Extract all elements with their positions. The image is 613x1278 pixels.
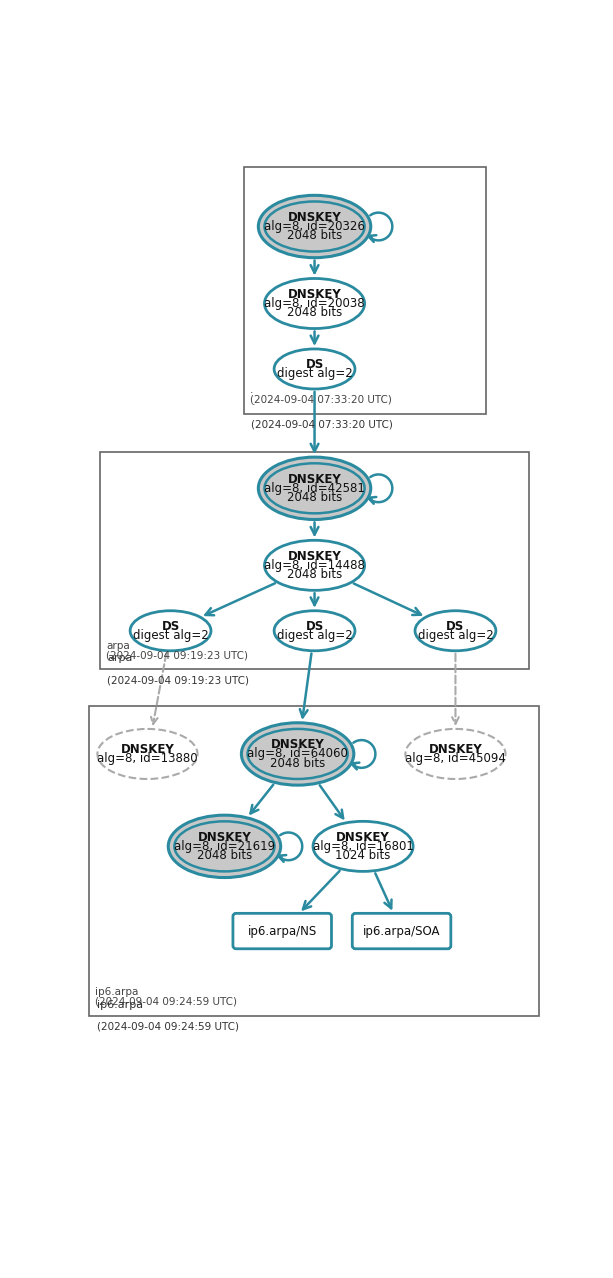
Bar — [100, 452, 528, 670]
Text: DNSKEY: DNSKEY — [121, 743, 174, 755]
Text: DNSKEY: DNSKEY — [271, 739, 324, 751]
Text: alg=8, id=20326: alg=8, id=20326 — [264, 220, 365, 233]
Text: digest alg=2: digest alg=2 — [276, 629, 352, 642]
Ellipse shape — [258, 458, 371, 519]
Text: 2048 bits: 2048 bits — [287, 229, 342, 242]
Text: arpa: arpa — [107, 653, 133, 663]
Text: digest alg=2: digest alg=2 — [276, 367, 352, 380]
Text: DNSKEY: DNSKEY — [197, 831, 251, 843]
Ellipse shape — [175, 822, 275, 872]
Text: alg=8, id=45094: alg=8, id=45094 — [405, 751, 506, 766]
Text: (2024-09-04 07:33:20 UTC): (2024-09-04 07:33:20 UTC) — [250, 395, 392, 404]
Ellipse shape — [264, 202, 365, 252]
Text: alg=8, id=13880: alg=8, id=13880 — [97, 751, 198, 766]
Text: alg=8, id=16801: alg=8, id=16801 — [313, 840, 414, 852]
Bar — [244, 167, 486, 414]
Text: ip6.arpa: ip6.arpa — [97, 999, 143, 1010]
Text: alg=8, id=20038: alg=8, id=20038 — [264, 296, 365, 311]
Text: DNSKEY: DNSKEY — [287, 473, 341, 486]
Text: ip6.arpa: ip6.arpa — [95, 988, 139, 997]
Text: DS: DS — [305, 620, 324, 633]
Text: alg=8, id=64060: alg=8, id=64060 — [247, 748, 348, 760]
Text: DNSKEY: DNSKEY — [428, 743, 482, 755]
Ellipse shape — [274, 611, 355, 651]
Ellipse shape — [242, 723, 354, 785]
Text: .: . — [251, 397, 255, 408]
Bar — [89, 707, 539, 1016]
Text: DS: DS — [305, 358, 324, 371]
Ellipse shape — [264, 464, 365, 514]
Ellipse shape — [258, 196, 371, 258]
Ellipse shape — [313, 822, 413, 872]
Text: digest alg=2: digest alg=2 — [132, 629, 208, 642]
Text: 2048 bits: 2048 bits — [197, 849, 252, 863]
Ellipse shape — [130, 611, 211, 651]
Text: DS: DS — [446, 620, 465, 633]
Ellipse shape — [97, 728, 197, 780]
Text: alg=8, id=14488: alg=8, id=14488 — [264, 558, 365, 571]
Text: (2024-09-04 09:19:23 UTC): (2024-09-04 09:19:23 UTC) — [107, 675, 249, 685]
Ellipse shape — [274, 349, 355, 389]
Text: .: . — [250, 385, 253, 395]
Ellipse shape — [248, 728, 348, 780]
Ellipse shape — [264, 541, 365, 590]
Text: alg=8, id=21619: alg=8, id=21619 — [174, 840, 275, 852]
Text: DNSKEY: DNSKEY — [287, 288, 341, 300]
Text: digest alg=2: digest alg=2 — [417, 629, 493, 642]
Text: (2024-09-04 09:19:23 UTC): (2024-09-04 09:19:23 UTC) — [106, 651, 248, 659]
Text: ip6.arpa/NS: ip6.arpa/NS — [248, 924, 317, 938]
Text: (2024-09-04 07:33:20 UTC): (2024-09-04 07:33:20 UTC) — [251, 419, 394, 429]
Ellipse shape — [264, 279, 365, 328]
Text: 1024 bits: 1024 bits — [335, 849, 390, 863]
Ellipse shape — [168, 815, 281, 878]
Text: 2048 bits: 2048 bits — [270, 757, 326, 769]
FancyBboxPatch shape — [352, 914, 451, 948]
Text: 2048 bits: 2048 bits — [287, 567, 342, 581]
Text: (2024-09-04 09:24:59 UTC): (2024-09-04 09:24:59 UTC) — [97, 1022, 238, 1031]
Text: DNSKEY: DNSKEY — [336, 831, 390, 843]
Text: 2048 bits: 2048 bits — [287, 491, 342, 504]
Text: ip6.arpa/SOA: ip6.arpa/SOA — [363, 924, 440, 938]
Text: 2048 bits: 2048 bits — [287, 307, 342, 320]
Ellipse shape — [415, 611, 496, 651]
Text: (2024-09-04 09:24:59 UTC): (2024-09-04 09:24:59 UTC) — [95, 997, 237, 1007]
Text: arpa: arpa — [106, 640, 129, 651]
Text: DNSKEY: DNSKEY — [287, 211, 341, 224]
Ellipse shape — [405, 728, 506, 780]
Text: DS: DS — [161, 620, 180, 633]
Text: DNSKEY: DNSKEY — [287, 550, 341, 562]
Text: alg=8, id=42581: alg=8, id=42581 — [264, 482, 365, 495]
FancyBboxPatch shape — [233, 914, 332, 948]
